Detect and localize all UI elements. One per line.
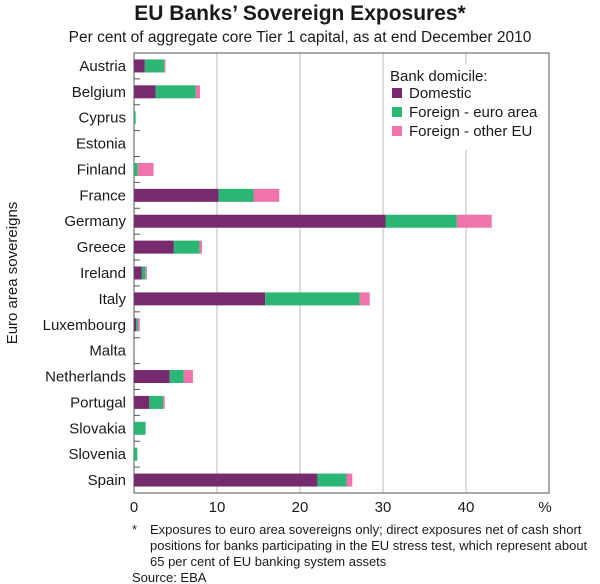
footnote-marker: *: [132, 522, 138, 537]
y-axis-label: Euro area sovereigns: [4, 202, 21, 345]
y-tick-label: Germany: [64, 213, 126, 230]
legend-background: [384, 64, 544, 150]
bar-foreign-euro-area: [149, 395, 164, 409]
bar-domestic: [134, 473, 318, 487]
y-tick-label: Belgium: [72, 84, 126, 101]
bar-foreign-euro-area: [169, 370, 184, 384]
x-tick-label: 20: [292, 499, 309, 516]
bar-foreign-euro-area: [134, 111, 136, 125]
y-tick-label: Portugal: [70, 394, 126, 411]
y-tick-label: Italy: [98, 291, 126, 308]
bar-foreign-other-eu: [164, 59, 166, 73]
bar-foreign-other-eu: [137, 162, 154, 176]
bar-foreign-other-eu: [163, 395, 165, 409]
bar-domestic: [134, 85, 156, 99]
bar-foreign-euro-area: [144, 59, 165, 73]
footnote: * Exposures to euro area sovereigns only…: [132, 522, 592, 570]
bar-foreign-euro-area: [134, 447, 138, 461]
y-tick-label: Slovakia: [69, 420, 126, 437]
chart-title: EU Banks’ Sovereign Exposures*: [134, 2, 466, 25]
x-tick-label: 40: [458, 499, 475, 516]
y-tick-label: Ireland: [80, 265, 126, 282]
bar-foreign-euro-area: [136, 318, 139, 332]
x-tick-label: 30: [375, 499, 392, 516]
source-note: Source: EBA: [132, 570, 207, 584]
legend-swatch: [392, 107, 402, 117]
y-tick-label: Cyprus: [78, 110, 126, 127]
bar-foreign-other-eu: [253, 188, 280, 202]
bar-foreign-other-eu: [145, 266, 147, 280]
chart-subtitle: Per cent of aggregate core Tier 1 capita…: [68, 29, 532, 46]
bar-foreign-other-eu: [138, 318, 140, 332]
bar-foreign-euro-area: [173, 240, 200, 254]
y-tick-label: Austria: [79, 58, 126, 75]
legend-label: Foreign - other EU: [409, 123, 532, 140]
y-tick-label: Finland: [77, 161, 126, 178]
bar-foreign-euro-area: [218, 188, 254, 202]
legend-swatch: [392, 88, 402, 98]
y-tick-label: France: [79, 187, 126, 204]
bar-domestic: [134, 370, 170, 384]
bar-domestic: [134, 395, 150, 409]
y-tick-label: Luxembourg: [43, 317, 126, 334]
y-tick-label: Spain: [88, 472, 126, 489]
y-tick-label: Malta: [89, 343, 126, 360]
x-tick-label: 10: [209, 499, 226, 516]
legend-title: Bank domicile:: [390, 68, 488, 85]
bar-foreign-other-eu: [199, 240, 203, 254]
bar-foreign-euro-area: [265, 292, 360, 306]
x-tick-label: 0: [130, 499, 138, 516]
bar-foreign-other-eu: [195, 85, 200, 99]
bar-foreign-other-eu: [183, 370, 193, 384]
legend-label: Foreign - euro area: [409, 104, 538, 121]
bar-domestic: [134, 240, 174, 254]
bar-foreign-euro-area: [317, 473, 347, 487]
bar-foreign-euro-area: [141, 266, 146, 280]
legend-swatch: [392, 126, 402, 136]
footnote-text: Exposures to euro area sovereigns only; …: [150, 522, 588, 569]
bar-foreign-other-eu: [346, 473, 353, 487]
bar-domestic: [134, 214, 386, 228]
bar-domestic: [134, 318, 137, 332]
bar-foreign-euro-area: [134, 421, 146, 435]
bar-foreign-euro-area: [385, 214, 457, 228]
bar-domestic: [134, 266, 142, 280]
bar-domestic: [134, 188, 219, 202]
bar-domestic: [134, 292, 266, 306]
y-tick-label: Estonia: [76, 136, 127, 153]
bar-foreign-other-eu: [456, 214, 492, 228]
y-tick-label: Slovenia: [68, 446, 126, 463]
bar-foreign-euro-area: [134, 162, 138, 176]
bar-domestic: [134, 59, 145, 73]
bar-foreign-euro-area: [155, 85, 196, 99]
legend-label: Domestic: [409, 85, 472, 102]
x-axis-unit: %: [538, 499, 551, 516]
y-tick-label: Netherlands: [45, 369, 126, 386]
bar-foreign-other-eu: [359, 292, 370, 306]
y-tick-label: Greece: [77, 239, 126, 256]
